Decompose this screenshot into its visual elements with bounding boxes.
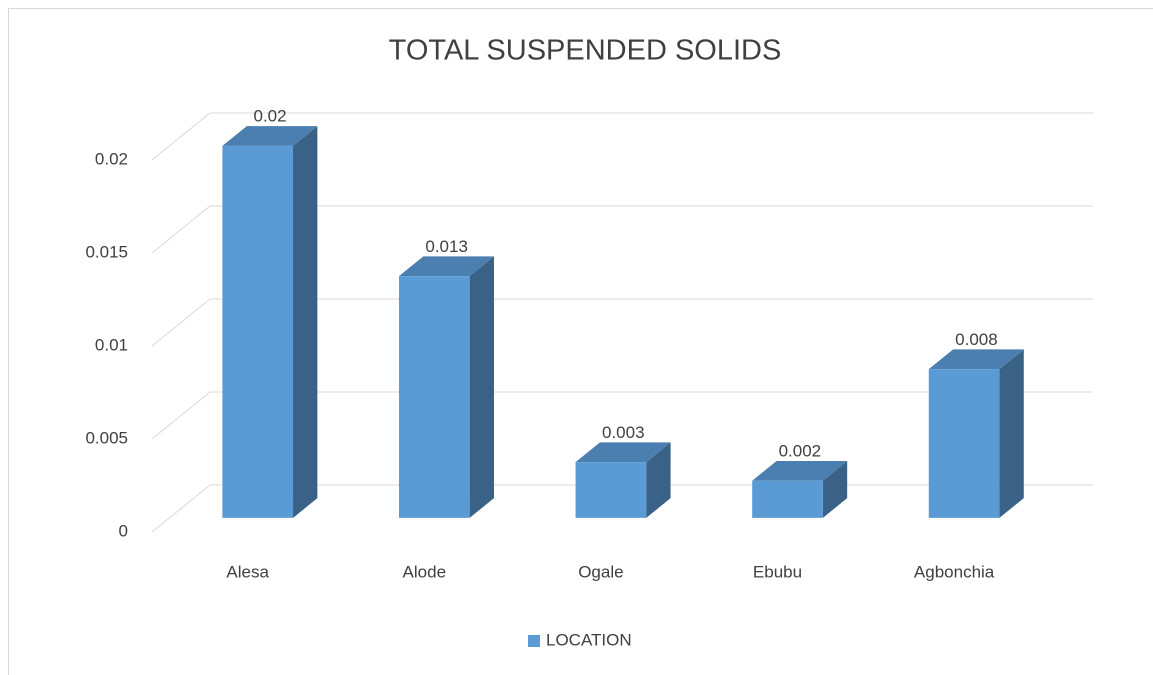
bar-side [293,126,318,518]
x-tick-label: Ebubu [753,562,802,581]
y-tick-label: 0.005 [85,428,128,447]
data-label: 0.003 [602,423,645,442]
bar-front [222,145,294,518]
x-tick-label: Alode [403,562,446,581]
bar [752,460,848,518]
bar-side [646,442,671,518]
chart-border [8,8,1153,675]
legend-label: LOCATION [546,630,632,649]
grid-line [151,391,1093,440]
y-tick-label: 0.015 [85,242,128,261]
bar-top [752,460,848,481]
grid-line [151,205,1093,254]
data-label: 0.008 [955,330,998,349]
data-label: 0.02 [254,107,287,126]
bar-top [928,349,1024,370]
bar-side [469,256,494,518]
bar-front [398,276,470,518]
bar-top [398,256,494,277]
x-tick-label: Ogale [578,562,623,581]
x-tick-label: Alesa [226,562,269,581]
bar [398,256,494,518]
bar [575,442,671,518]
bar-side [999,349,1024,518]
x-tick-label: Agbonchia [914,562,995,581]
y-tick-label: 0.02 [95,149,128,168]
bar-front [575,462,647,518]
bar-front [752,480,823,518]
data-label: 0.013 [425,237,468,256]
data-label: 0.002 [779,441,822,460]
bar-side [822,460,848,518]
bar-front [928,369,1000,518]
chart-title: TOTAL SUSPENDED SOLIDS [389,35,782,67]
legend-swatch [528,635,540,647]
bar-top [222,126,318,146]
grid-line [151,112,1093,161]
y-tick-label: 0.01 [95,335,128,354]
bar [222,126,318,518]
bar-top [575,442,671,463]
y-tick-label: 0 [119,521,128,540]
grid-line [151,298,1093,347]
bar [928,349,1024,518]
